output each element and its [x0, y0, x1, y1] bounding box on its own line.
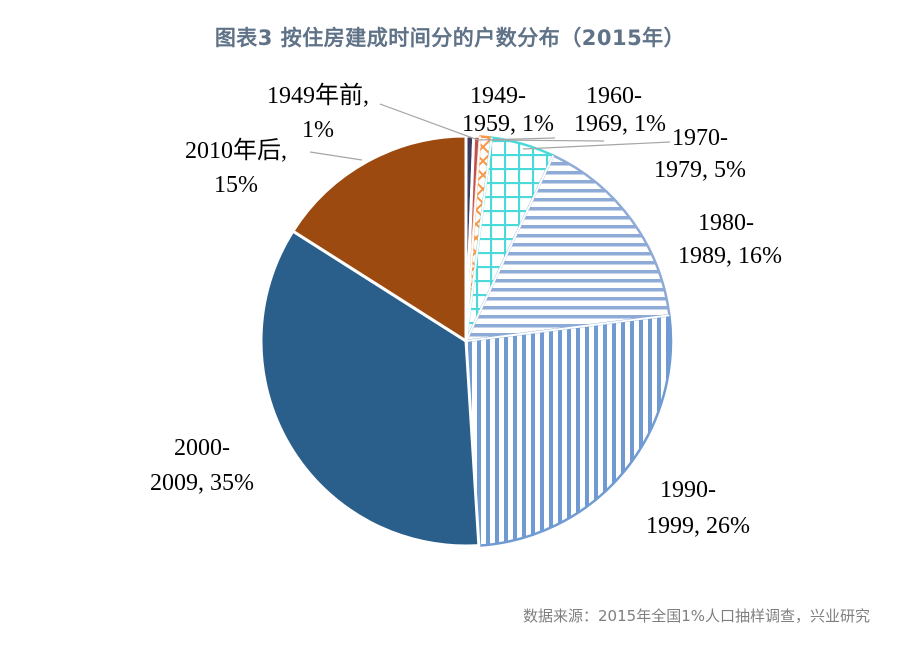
- label-1980-1989: 1980-: [698, 210, 754, 236]
- value-2000-2009: 2009, 35%: [150, 470, 254, 496]
- value-1949-1959: 1959, 1%: [462, 111, 554, 137]
- value-1960-1969: 1969, 1%: [574, 111, 666, 137]
- value-2010-after: 15%: [214, 172, 258, 198]
- value-1970-1979: 1979, 5%: [654, 157, 746, 183]
- pie-slice-1980-1989: [464, 154, 671, 343]
- label-1990-1999: 1990-: [660, 477, 716, 503]
- label-2010-after: 2010年后,: [185, 137, 287, 164]
- value-1980-1989: 1989, 16%: [678, 243, 782, 269]
- leader-line-2010-after: [309, 151, 363, 161]
- label-1949-before: 1949年前,: [267, 82, 369, 109]
- source-note: 数据来源：2015年全国1%人口抽样调查，兴业研究: [523, 607, 870, 625]
- leader-line-1960-1969: [487, 139, 605, 142]
- slice-separator: [465, 340, 480, 546]
- pie-slice-1990-1999: [464, 314, 673, 547]
- label-1960-1969: 1960-: [586, 83, 642, 109]
- leader-line-1970-1979: [522, 141, 671, 150]
- label-1970-1979: 1970-: [672, 125, 728, 151]
- chart-title: 图表3 按住房建成时间分的户数分布（2015年）: [214, 26, 686, 50]
- slice-separator: [465, 155, 555, 342]
- slice-separator: [465, 314, 670, 342]
- leader-line-1949-before: [379, 103, 479, 141]
- label-1949-1959: 1949-: [470, 83, 526, 109]
- value-1990-1999: 1999, 26%: [646, 513, 750, 539]
- pie-slice-2000-2009: [259, 229, 481, 548]
- pie-slice-2010: [291, 134, 468, 343]
- slice-separator: [465, 136, 482, 342]
- value-1949-before: 1%: [302, 117, 334, 143]
- slice-separator: [292, 230, 467, 342]
- slice-separator: [465, 137, 493, 342]
- label-2000-2009: 2000-: [174, 435, 230, 461]
- slice-separator: [465, 136, 475, 342]
